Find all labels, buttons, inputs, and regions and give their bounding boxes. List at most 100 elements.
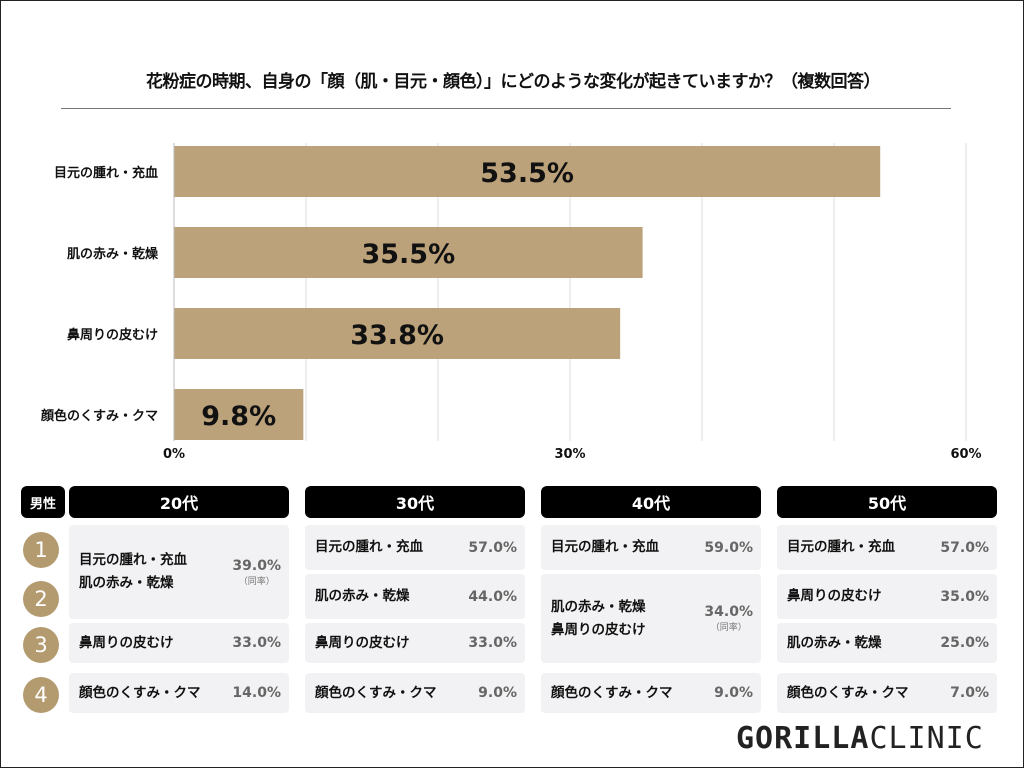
percentage: 59.0% <box>704 540 753 556</box>
cell-items: 目元の腫れ・充血 <box>551 536 704 559</box>
ranking-cell: 鼻周りの皮むけ 33.0% <box>69 623 289 663</box>
age-group-header: 50代 <box>777 486 997 518</box>
cell-items: 鼻周りの皮むけ <box>315 632 468 655</box>
percentage-value: 35.0% <box>940 588 989 605</box>
rank-badge: 2 <box>23 580 59 617</box>
bar <box>174 227 643 278</box>
item-label: 顔色のくすみ・クマ <box>315 684 437 701</box>
ranking-cell: 顔色のくすみ・クマ 9.0% <box>305 673 525 713</box>
percentage-value: 9.0% <box>478 685 517 701</box>
percentage: 35.0% <box>940 589 989 605</box>
percentage: 57.0% <box>468 540 517 556</box>
ranking-cell: 顔色のくすみ・クマ 9.0% <box>541 673 761 713</box>
item-label: 目元の腫れ・充血 <box>79 552 187 568</box>
percentage-value: 9.0% <box>714 685 753 701</box>
cell-items: 顔色のくすみ・クマ <box>551 682 714 705</box>
item-label: 目元の腫れ・充血 <box>315 539 423 555</box>
gorilla-clinic-logo: GORILLACLINIC <box>736 721 984 756</box>
x-tick-label: 0% <box>163 447 185 462</box>
bar-value-label: 35.5% <box>361 239 455 270</box>
title-divider <box>61 108 951 109</box>
ranking-cell: 肌の赤み・乾燥 44.0% <box>305 574 525 619</box>
bar-value-label: 9.8% <box>201 401 276 432</box>
x-tick-label: 30% <box>554 447 585 462</box>
cell-items: 鼻周りの皮むけ <box>787 585 940 608</box>
item-label: 肌の赤み・乾燥 <box>551 598 646 615</box>
category-label: 目元の腫れ・充血 <box>54 165 158 181</box>
bar <box>174 308 621 359</box>
cell-items: 肌の赤み・乾燥 <box>787 632 940 655</box>
ranking-cell: 肌の赤み・乾燥 25.0% <box>777 623 997 663</box>
percentage-value: 39.0% <box>232 557 281 574</box>
tie-note: （同率） <box>238 576 275 587</box>
percentage: 25.0% <box>940 635 989 651</box>
item-label: 鼻周りの皮むけ <box>315 634 410 651</box>
percentage-value: 25.0% <box>940 635 989 651</box>
bar-value-label: 53.5% <box>480 158 574 189</box>
rank-badge: 4 <box>23 677 59 713</box>
item-label: 顔色のくすみ・クマ <box>787 684 909 701</box>
percentage-value: 34.0% <box>704 604 753 620</box>
rank-badge: 1 <box>23 531 59 568</box>
ranking-cell: 目元の腫れ・充血 59.0% <box>541 525 761 570</box>
age-group-header: 30代 <box>305 486 525 518</box>
x-tick-label: 60% <box>950 447 981 462</box>
bar-value-label: 33.8% <box>350 320 444 351</box>
cell-items: 顔色のくすみ・クマ <box>787 682 950 705</box>
cell-items: 鼻周りの皮むけ <box>79 632 232 655</box>
bar <box>174 389 304 440</box>
percentage: 39.0% （同率） <box>232 558 281 587</box>
cell-items: 目元の腫れ・充血 <box>315 536 468 559</box>
cell-items: 肌の赤み・乾燥 <box>315 585 468 608</box>
cell-items: 肌の赤み・乾燥 鼻周りの皮むけ <box>551 596 704 642</box>
percentage: 9.0% <box>714 685 753 701</box>
percentage: 34.0% （同率） <box>704 604 753 633</box>
percentage: 9.0% <box>478 685 517 701</box>
item-label: 顔色のくすみ・クマ <box>551 684 673 701</box>
item-label: 鼻周りの皮むけ <box>79 634 174 651</box>
item-label: 目元の腫れ・充血 <box>551 539 659 555</box>
chart-title: 花粉症の時期、自身の「顔（肌・目元・顔色）」にどのような変化が起きていますか？（… <box>146 72 881 92</box>
percentage: 33.0% <box>468 635 517 651</box>
category-label: 鼻周りの皮むけ <box>67 327 158 343</box>
gender-label: 男性 <box>21 486 65 518</box>
percentage-value: 44.0% <box>468 588 517 605</box>
percentage-value: 7.0% <box>950 685 989 701</box>
bar-chart: 0% 30% 60% 目元の腫れ・充血 53.5% 肌の赤み・乾燥 35.5% 鼻周りの皮むけ… <box>40 143 982 462</box>
item-label: 肌の赤み・乾燥 <box>787 634 882 651</box>
cell-items: 目元の腫れ・充血 肌の赤み・乾燥 <box>79 549 232 595</box>
ranking-cell: 鼻周りの皮むけ 33.0% <box>305 623 525 663</box>
ranking-cell: 鼻周りの皮むけ 35.0% <box>777 574 997 619</box>
cell-items: 顔色のくすみ・クマ <box>79 682 232 705</box>
bar <box>174 146 881 197</box>
percentage: 14.0% <box>232 685 281 701</box>
percentage-value: 33.0% <box>468 635 517 651</box>
category-label: 顔色のくすみ・クマ <box>40 408 158 424</box>
item-label: 鼻周りの皮むけ <box>551 621 646 638</box>
logo-light: CLINIC <box>869 721 984 756</box>
ranking-cell: 目元の腫れ・充血 57.0% <box>777 525 997 570</box>
ranking-cell: 顔色のくすみ・クマ 14.0% <box>69 673 289 713</box>
percentage-value: 33.0% <box>232 635 281 651</box>
ranking-cell: 顔色のくすみ・クマ 7.0% <box>777 673 997 713</box>
logo-bold: GORILLA <box>736 721 870 756</box>
item-label: 目元の腫れ・充血 <box>787 539 895 555</box>
tie-note: （同率） <box>710 623 747 633</box>
percentage: 44.0% <box>468 589 517 605</box>
percentage: 33.0% <box>232 635 281 651</box>
rank-badge: 3 <box>23 627 59 663</box>
age-group-header: 40代 <box>541 486 761 518</box>
item-label: 顔色のくすみ・クマ <box>79 684 201 701</box>
age-group-header: 20代 <box>69 486 289 518</box>
ranking-cell: 目元の腫れ・充血 57.0% <box>305 525 525 570</box>
item-label: 肌の赤み・乾燥 <box>79 575 174 591</box>
percentage-value: 59.0% <box>704 539 753 556</box>
ranking-cell: 目元の腫れ・充血 肌の赤み・乾燥 39.0% （同率） <box>69 525 289 619</box>
percentage-value: 14.0% <box>232 685 281 701</box>
percentage-value: 57.0% <box>940 539 989 556</box>
item-label: 鼻周りの皮むけ <box>787 588 882 604</box>
item-label: 肌の赤み・乾燥 <box>315 588 410 604</box>
percentage-value: 57.0% <box>468 539 517 556</box>
percentage: 7.0% <box>950 685 989 701</box>
ranking-cell: 肌の赤み・乾燥 鼻周りの皮むけ 34.0% （同率） <box>541 574 761 663</box>
